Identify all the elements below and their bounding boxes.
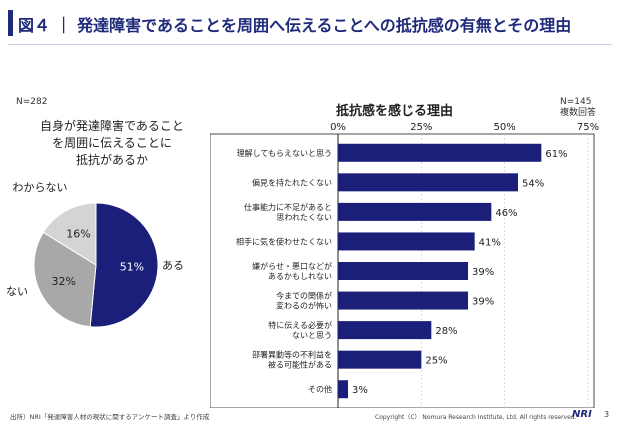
bar bbox=[338, 173, 518, 192]
bar bbox=[338, 380, 348, 399]
page-number: 3 bbox=[604, 410, 610, 419]
pie-value-label: 16% bbox=[66, 228, 90, 241]
x-tick-label: 0% bbox=[330, 122, 346, 133]
category-label: あるかもしれない bbox=[268, 272, 332, 281]
title-bar: 図４ ｜ 発達障害であることを周囲へ伝えることへの抵抗感の有無とその理由 bbox=[0, 0, 620, 46]
pie-question-line: 抵抗があるか bbox=[75, 153, 148, 167]
category-label: 今までの関係が bbox=[276, 291, 332, 301]
category-label: 嫌がらせ・悪口などが bbox=[252, 261, 332, 271]
x-tick-label: 25% bbox=[410, 122, 432, 133]
data-label: 46% bbox=[495, 208, 517, 219]
bar bbox=[338, 262, 468, 280]
pie-sample-size: N=282 bbox=[16, 97, 48, 107]
category-label: 特に伝える必要が bbox=[268, 320, 332, 330]
category-label: 偏見を持たれたくない bbox=[252, 177, 332, 187]
data-label: 41% bbox=[479, 237, 501, 248]
bar-sample-n: N=145 bbox=[560, 97, 592, 107]
pie-slice bbox=[89, 202, 159, 328]
pie-value-label: 51% bbox=[120, 261, 144, 274]
data-label: 39% bbox=[472, 297, 494, 308]
pie-category-label: ある bbox=[162, 259, 184, 272]
pie-question: 自身が発達障害であること を周囲に伝えることに 抵抗があるか bbox=[22, 118, 202, 169]
pie-question-line: 自身が発達障害であること bbox=[40, 119, 184, 133]
bar bbox=[338, 143, 542, 162]
category-label: 仕事能力に不足があると bbox=[244, 202, 332, 212]
bar bbox=[338, 350, 422, 369]
nri-logo: NRI bbox=[572, 409, 592, 420]
pie-value-label: 32% bbox=[52, 275, 76, 288]
bar-chart: 0% 25% 50% 75% 理解してもらえないと思う 61% 偏見を持たれたくない 54% 仕… bbox=[210, 122, 599, 408]
category-label: 理解してもらえないと思う bbox=[237, 148, 332, 158]
page-title: 図４ ｜ 発達障害であることを周囲へ伝えることへの抵抗感の有無とその理由 bbox=[18, 16, 572, 35]
source-note: 出所）NRI「発達障害人材の現状に関するアンケート調査」より作成 bbox=[10, 413, 210, 421]
bar bbox=[338, 291, 468, 310]
x-tick-label: 50% bbox=[494, 122, 516, 133]
bar bbox=[338, 202, 492, 221]
category-label: ないと思う bbox=[292, 331, 332, 340]
data-label: 28% bbox=[435, 326, 457, 337]
bar-sample-size: N=145 複数回答 bbox=[560, 97, 596, 119]
data-label: 3% bbox=[352, 385, 368, 396]
pie-category-label: ない bbox=[6, 285, 28, 298]
bar-sample-note: 複数回答 bbox=[560, 108, 597, 118]
category-label: 被る可能性がある bbox=[268, 360, 332, 370]
data-label: 25% bbox=[425, 356, 447, 367]
x-tick-label: 75% bbox=[577, 122, 599, 133]
pie-question-line: を周囲に伝えることに bbox=[52, 136, 172, 150]
title-accent-bar bbox=[8, 10, 13, 36]
bar bbox=[338, 232, 475, 251]
category-label: 相手に気を使わせたくない bbox=[236, 236, 332, 246]
copyright: Copyright（C） Nomura Research Institute, … bbox=[375, 414, 577, 421]
bar-chart-title: 抵抗感を感じる理由 bbox=[336, 104, 454, 119]
pie-slice bbox=[42, 202, 97, 266]
bar-chart-frame bbox=[210, 133, 595, 408]
category-label: 思われたくない bbox=[276, 213, 332, 222]
bar bbox=[338, 321, 432, 340]
category-label: 変わるのが怖い bbox=[276, 301, 332, 311]
title-divider bbox=[8, 44, 612, 45]
pie-category-label: わからない bbox=[13, 181, 68, 194]
category-label: 部署異動等の不利益を bbox=[252, 350, 332, 360]
category-label: その他 bbox=[308, 384, 332, 394]
data-label: 39% bbox=[472, 267, 494, 278]
data-label: 54% bbox=[522, 178, 544, 189]
data-label: 61% bbox=[545, 149, 567, 160]
